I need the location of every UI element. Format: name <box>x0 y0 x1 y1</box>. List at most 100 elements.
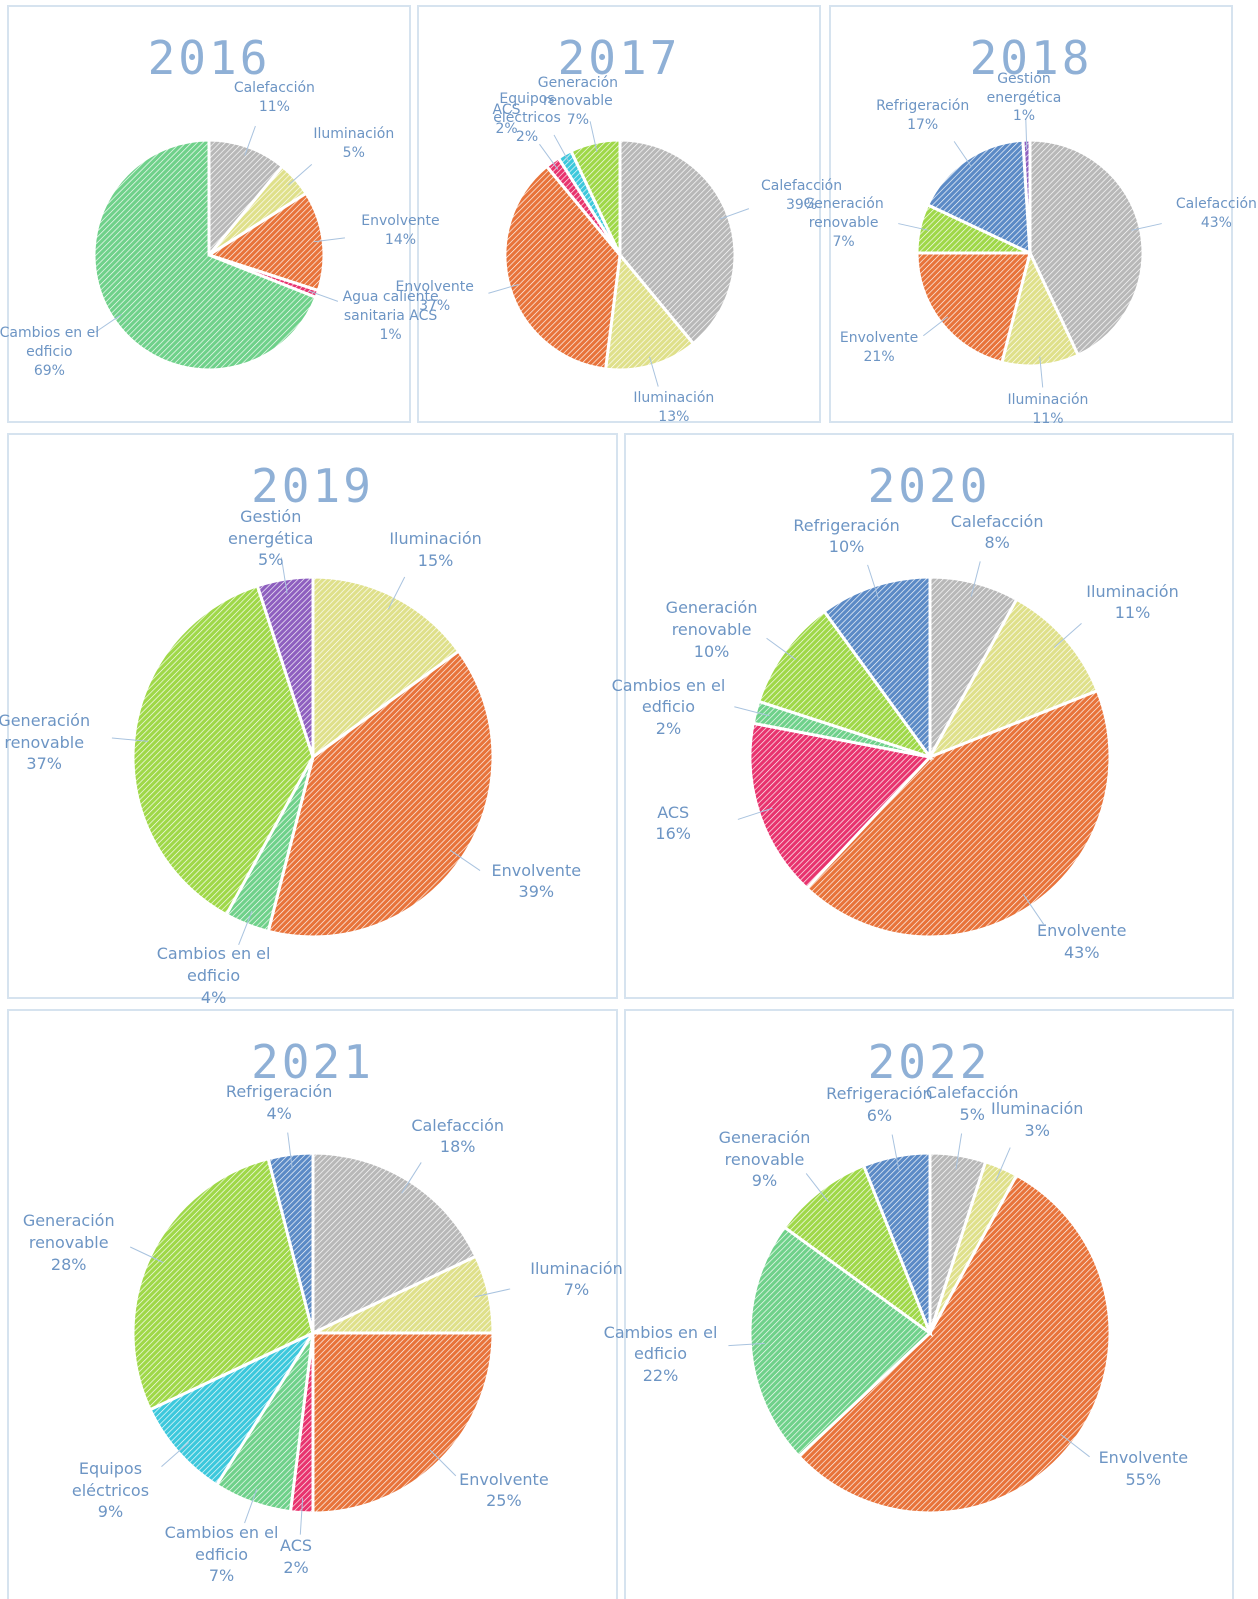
data-label: Envolvente 43% <box>1012 920 1152 963</box>
category-label: Generación renovable <box>665 598 758 639</box>
value-label: 8% <box>984 533 1010 553</box>
leader-line <box>308 290 339 302</box>
value-label: 13% <box>658 409 690 426</box>
leader-line <box>766 637 797 661</box>
value-label: 10% <box>693 641 730 661</box>
leader-line <box>805 1173 829 1203</box>
leader-line <box>923 316 949 337</box>
chart-title: 2016 <box>148 31 271 85</box>
leader-line <box>95 314 122 333</box>
data-label: Refrigeración 17% <box>873 97 973 135</box>
data-label: Refrigeración 6% <box>809 1083 949 1126</box>
category-label: Gestión energética <box>228 507 314 548</box>
category-label: Iluminación <box>990 1099 1084 1119</box>
value-label: 17% <box>907 117 939 134</box>
data-label: Calefacción 18% <box>388 1115 528 1158</box>
leader-line <box>238 910 253 945</box>
value-label: 22% <box>642 1365 679 1385</box>
leader-line <box>553 134 570 163</box>
data-label: ACS 2% <box>226 1535 366 1578</box>
leader-line <box>299 1498 304 1535</box>
value-label: 69% <box>33 363 65 379</box>
data-label: Iluminación 7% <box>506 1258 646 1301</box>
category-label: Refrigeración <box>225 1082 333 1102</box>
value-label: 43% <box>1063 942 1100 962</box>
data-label: Cambios en el edficio 22% <box>591 1322 731 1387</box>
category-label: Agua caliente sanitaria ACS <box>342 288 439 324</box>
leader-line <box>955 1133 963 1170</box>
value-label: 7% <box>566 112 589 129</box>
chart-title: 2021 <box>251 1035 374 1089</box>
value-label: 9% <box>751 1171 778 1191</box>
data-label: Calefacción 8% <box>927 511 1067 554</box>
value-label: 16% <box>655 824 691 844</box>
value-label: 11% <box>1032 410 1064 427</box>
value-label: 9% <box>97 1502 124 1522</box>
data-label: Cambios en el edficio 7% <box>152 1522 292 1587</box>
value-label: 4% <box>266 1103 292 1123</box>
category-label: Generación renovable <box>718 1128 811 1169</box>
value-label: 5% <box>342 144 365 161</box>
category-label: Envolvente <box>1036 920 1127 940</box>
data-label: Calefacción 43% <box>1166 195 1258 233</box>
leader-line <box>1053 623 1082 648</box>
chart-title: 2017 <box>558 31 681 85</box>
category-label: Refrigeración <box>793 515 900 535</box>
leader-line <box>728 1342 765 1347</box>
panel <box>624 433 1234 999</box>
panel <box>829 5 1233 423</box>
data-label: Refrigeración 4% <box>209 1081 349 1124</box>
panel <box>417 5 821 423</box>
category-label: Calefacción <box>950 511 1044 531</box>
value-label: 3% <box>1024 1120 1050 1140</box>
category-label: Iluminación <box>1007 391 1089 408</box>
value-label: 14% <box>384 232 417 249</box>
category-label: Calefacción <box>925 1083 1019 1103</box>
value-label: 55% <box>1125 1469 1162 1489</box>
category-label: Generación renovable <box>0 710 91 752</box>
value-label: 18% <box>439 1137 476 1157</box>
panel <box>7 1009 618 1599</box>
value-label: 5% <box>258 550 284 570</box>
chart-title: 2022 <box>868 1035 991 1089</box>
category-label: Envolvente <box>491 860 582 880</box>
data-label: Refrigeración 10% <box>777 515 917 558</box>
data-label: Envolvente 39% <box>466 860 606 903</box>
leader-line <box>244 1488 258 1524</box>
category-label: Envolvente <box>839 330 919 347</box>
category-label: Iluminación <box>313 125 395 142</box>
data-label: Gestión energética 1% <box>974 70 1074 127</box>
category-label: Iluminación <box>389 529 482 549</box>
category-label: ACS <box>657 802 690 822</box>
value-label: 28% <box>50 1254 87 1274</box>
data-label: Envolvente 25% <box>434 1469 574 1512</box>
value-label: 37% <box>26 754 62 774</box>
data-label: Generación renovable 10% <box>642 597 782 662</box>
leader-line <box>737 807 773 820</box>
category-label: Equipos eléctricos <box>493 90 561 126</box>
data-label: Iluminación 13% <box>624 389 724 427</box>
leader-line <box>244 125 256 156</box>
value-label: 15% <box>417 550 454 570</box>
leader-line <box>1025 118 1028 150</box>
value-label: 5% <box>959 1104 985 1124</box>
leader-line <box>734 706 770 717</box>
value-label: 1% <box>1012 108 1036 125</box>
chart-title: 2020 <box>868 459 991 513</box>
category-label: ACS <box>492 101 521 118</box>
category-label: Iluminación <box>633 390 715 407</box>
data-label: Envolvente 14% <box>350 212 450 250</box>
value-label: 2% <box>515 128 539 145</box>
leader-line <box>649 356 659 387</box>
leader-line <box>449 849 481 871</box>
leader-line <box>288 164 313 186</box>
leader-line <box>1060 1434 1090 1458</box>
data-label: Calefacción 11% <box>224 79 324 117</box>
category-label: Iluminación <box>530 1258 623 1278</box>
data-label: Equipos eléctricos 2% <box>477 90 577 147</box>
leader-line <box>970 561 981 597</box>
category-label: Cambios en el edficio <box>156 944 271 985</box>
leader-line <box>161 1442 190 1467</box>
